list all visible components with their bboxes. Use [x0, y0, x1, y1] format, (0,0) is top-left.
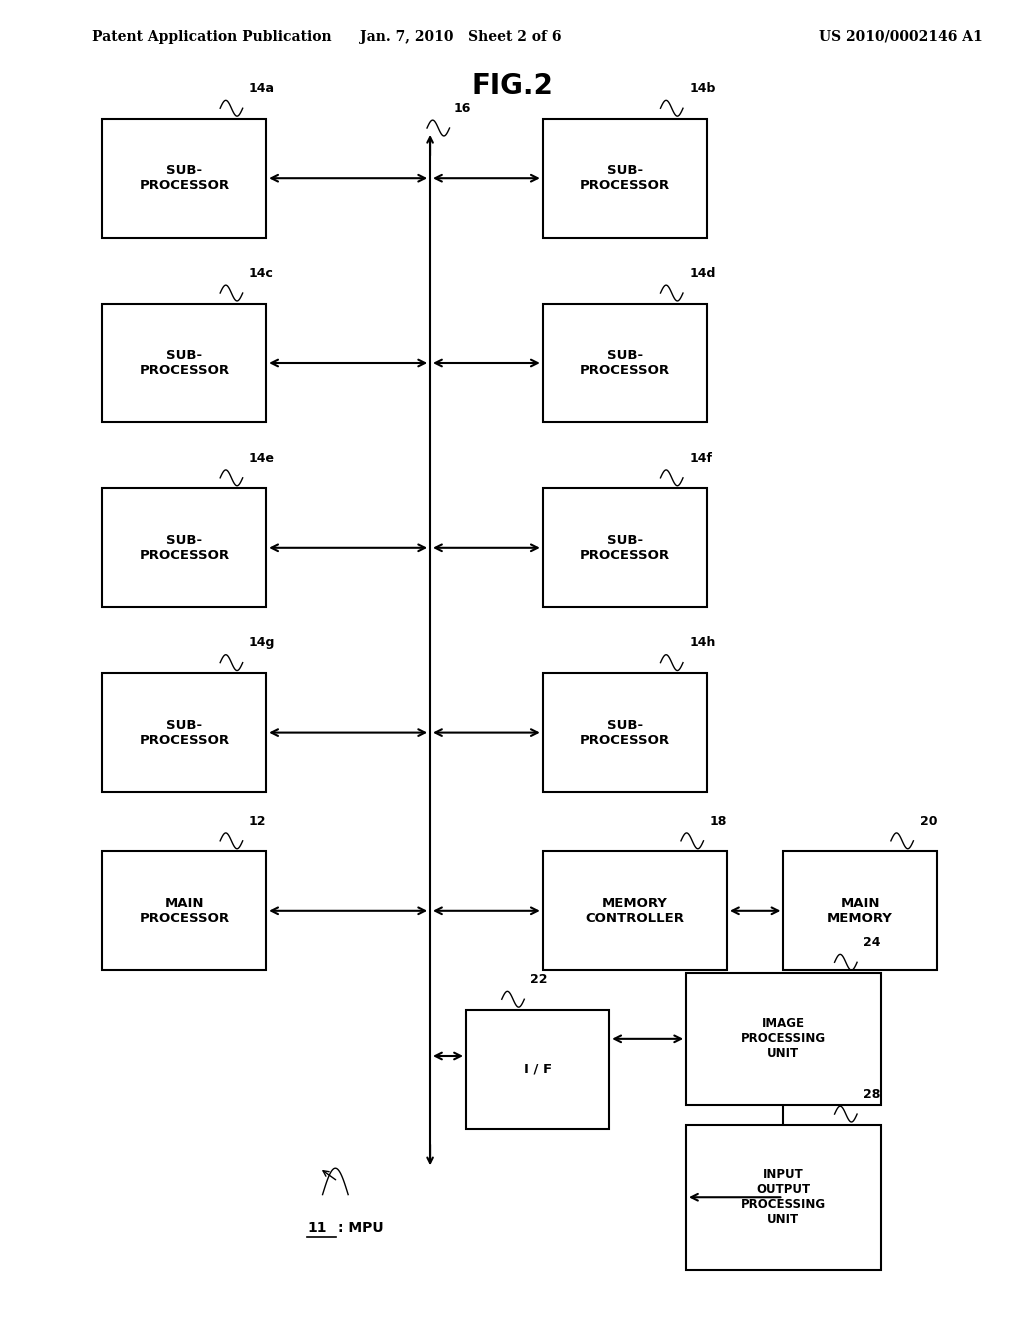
Text: 20: 20 — [920, 814, 937, 828]
Text: Patent Application Publication: Patent Application Publication — [92, 30, 332, 44]
Text: 14f: 14f — [689, 451, 712, 465]
Text: US 2010/0002146 A1: US 2010/0002146 A1 — [819, 30, 983, 44]
Text: 14b: 14b — [689, 82, 716, 95]
Text: FIG.2: FIG.2 — [471, 71, 553, 100]
FancyBboxPatch shape — [102, 851, 266, 970]
Text: MAIN
MEMORY: MAIN MEMORY — [827, 896, 893, 925]
FancyBboxPatch shape — [543, 304, 707, 422]
Text: MEMORY
CONTROLLER: MEMORY CONTROLLER — [586, 896, 684, 925]
Text: 18: 18 — [710, 814, 727, 828]
FancyBboxPatch shape — [686, 973, 881, 1105]
Text: 14g: 14g — [249, 636, 275, 649]
Text: 14h: 14h — [689, 636, 716, 649]
FancyBboxPatch shape — [543, 673, 707, 792]
Text: I / F: I / F — [523, 1063, 552, 1076]
Text: 28: 28 — [863, 1088, 881, 1101]
Text: 16: 16 — [454, 102, 471, 115]
Text: : MPU: : MPU — [338, 1221, 384, 1234]
Text: SUB-
PROCESSOR: SUB- PROCESSOR — [139, 718, 229, 747]
Text: MAIN
PROCESSOR: MAIN PROCESSOR — [139, 896, 229, 925]
FancyBboxPatch shape — [686, 1125, 881, 1270]
Text: Jan. 7, 2010   Sheet 2 of 6: Jan. 7, 2010 Sheet 2 of 6 — [360, 30, 561, 44]
FancyBboxPatch shape — [543, 119, 707, 238]
FancyBboxPatch shape — [102, 304, 266, 422]
FancyBboxPatch shape — [102, 488, 266, 607]
Text: 14a: 14a — [249, 82, 274, 95]
Text: 22: 22 — [530, 973, 548, 986]
FancyBboxPatch shape — [783, 851, 937, 970]
Text: SUB-
PROCESSOR: SUB- PROCESSOR — [580, 348, 670, 378]
Text: 24: 24 — [863, 936, 881, 949]
Text: 11: 11 — [307, 1221, 327, 1234]
Text: INPUT
OUTPUT
PROCESSING
UNIT: INPUT OUTPUT PROCESSING UNIT — [740, 1168, 826, 1226]
Text: SUB-
PROCESSOR: SUB- PROCESSOR — [580, 533, 670, 562]
Text: 14c: 14c — [249, 267, 273, 280]
FancyBboxPatch shape — [466, 1010, 609, 1129]
Text: SUB-
PROCESSOR: SUB- PROCESSOR — [139, 348, 229, 378]
FancyBboxPatch shape — [102, 673, 266, 792]
FancyBboxPatch shape — [543, 851, 727, 970]
Text: 12: 12 — [249, 814, 266, 828]
Text: SUB-
PROCESSOR: SUB- PROCESSOR — [139, 533, 229, 562]
FancyBboxPatch shape — [102, 119, 266, 238]
Text: SUB-
PROCESSOR: SUB- PROCESSOR — [580, 164, 670, 193]
Text: IMAGE
PROCESSING
UNIT: IMAGE PROCESSING UNIT — [740, 1018, 826, 1060]
Text: 14e: 14e — [249, 451, 274, 465]
Text: SUB-
PROCESSOR: SUB- PROCESSOR — [139, 164, 229, 193]
Text: 14d: 14d — [689, 267, 716, 280]
Text: SUB-
PROCESSOR: SUB- PROCESSOR — [580, 718, 670, 747]
FancyBboxPatch shape — [543, 488, 707, 607]
